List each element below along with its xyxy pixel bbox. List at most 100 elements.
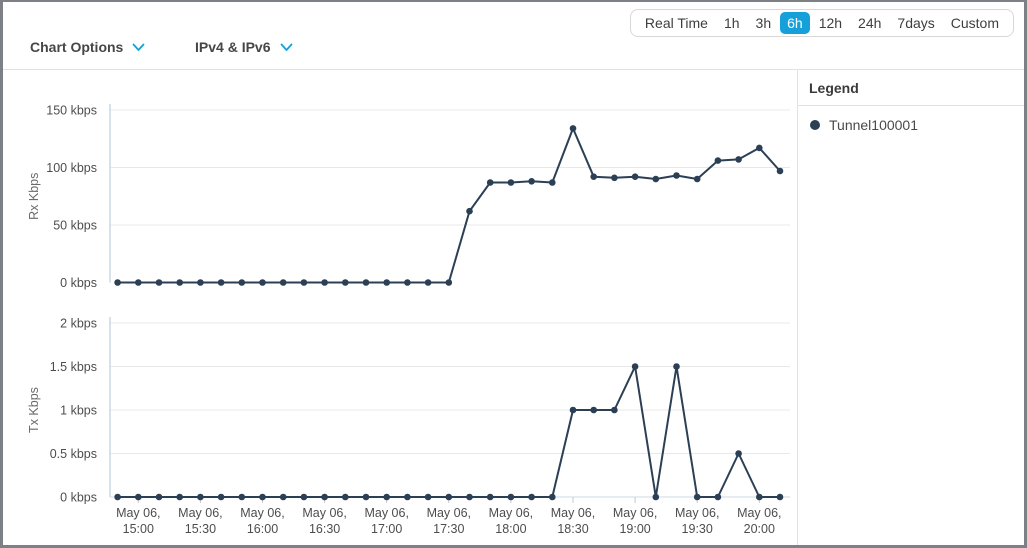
data-point [590,173,597,180]
x-tick-label: May 06, [178,506,222,520]
x-tick-label: 16:30 [309,522,340,536]
y-tick-label: 0 kbps [60,276,97,290]
ip-version-label: IPv4 & IPv6 [195,39,271,55]
time-range-12h[interactable]: 12h [812,12,849,34]
chart-toolbar: Real Time 1h 3h 6h 12h 24h 7days Custom Chart O… [3,2,1024,70]
data-point [176,493,183,501]
data-point [424,493,432,501]
y-tick-label: 1.5 kbps [50,360,97,374]
data-point [321,493,328,501]
time-range-6h[interactable]: 6h [780,12,810,34]
chart-options-dropdown[interactable]: Chart Options [30,39,145,55]
data-point [114,279,121,286]
data-point [279,279,287,286]
data-point [114,493,121,501]
data-point [197,279,204,286]
time-range-selector: Real Time 1h 3h 6h 12h 24h 7days Custom [629,9,1014,37]
x-tick-label: May 06, [364,506,408,520]
x-tick-label: 19:30 [682,522,713,536]
time-range-3h[interactable]: 3h [749,12,779,34]
data-point [673,363,680,370]
data-point [528,178,535,185]
x-tick-label: May 06, [737,506,781,520]
x-tick-label: 17:00 [371,522,402,536]
data-point [383,279,391,286]
time-range-7days[interactable]: 7days [890,12,941,34]
x-tick-label: 19:00 [619,522,650,536]
data-point [466,207,473,215]
data-point [776,493,784,501]
data-point [155,493,163,501]
rx-series-line [116,127,781,284]
data-point [486,179,494,186]
data-point [693,175,701,183]
x-tick-label: 20:00 [744,522,775,536]
legend-panel: Legend Tunnel100001 [797,70,1024,545]
time-range-real-time[interactable]: Real Time [638,12,715,34]
x-tick-label: 15:00 [123,522,154,536]
data-point [197,493,204,501]
legend-items: Tunnel100001 [798,106,1024,144]
data-point [238,493,246,501]
legend-title: Legend [798,70,1024,106]
y-tick-label: 150 kbps [46,104,97,118]
data-point [776,167,784,175]
data-point [445,279,453,286]
x-tick-label: May 06, [302,506,346,520]
x-tick-label: 16:00 [247,522,278,536]
data-point [652,493,660,501]
chart-options-label: Chart Options [30,39,124,55]
data-point [693,493,701,501]
y-axis-title: Rx Kbps [27,173,41,220]
x-tick-label: May 06, [551,506,595,520]
legend-item[interactable]: Tunnel100001 [798,106,1024,144]
data-point [507,493,515,501]
x-tick-label: May 06, [489,506,533,520]
x-tick-label: 15:30 [185,522,216,536]
data-point [466,493,473,501]
data-point [445,493,453,501]
data-point [507,179,515,186]
legend-item-label: Tunnel100001 [829,117,919,133]
data-point [321,279,328,286]
traffic-charts: 0 kbps 50 kbps 100 kbps 150 kbps Rx Kbps 0 kb… [27,104,790,536]
data-point [528,493,535,501]
x-tick-label: May 06, [116,506,160,520]
data-point [735,156,742,163]
data-point [259,493,266,501]
data-point [362,279,370,286]
x-tick-label: 18:00 [495,522,526,536]
data-point [279,493,287,501]
data-point [673,172,680,179]
y-tick-label: 1 kbps [60,404,97,418]
data-point [756,493,763,501]
time-range-1h[interactable]: 1h [717,12,747,34]
data-point [569,125,577,132]
time-range-24h[interactable]: 24h [851,12,888,34]
data-point [135,493,142,501]
time-range-custom[interactable]: Custom [944,12,1006,34]
y-tick-label: 50 kbps [53,219,97,233]
data-point [756,144,763,152]
data-point [714,157,722,164]
data-point [590,406,597,414]
x-tick-label: May 06, [613,506,657,520]
x-tick-label: May 06, [427,506,471,520]
tx-series-line [116,365,781,498]
y-tick-label: 0.5 kbps [50,447,97,461]
data-point [404,279,411,286]
data-point [135,279,142,286]
data-point [486,493,494,501]
tx-chart: 0 kbps 0.5 kbps 1 kbps 1.5 kbps 2 kbps Tx Kbp… [27,317,790,536]
data-point [362,493,370,501]
data-point [611,174,618,182]
data-point [383,493,391,501]
x-tick-label: May 06, [240,506,284,520]
x-tick-label: 18:30 [557,522,588,536]
data-point [404,493,411,501]
data-point [300,493,308,501]
ip-version-dropdown[interactable]: IPv4 & IPv6 [195,39,293,55]
y-tick-label: 0 kbps [60,491,97,505]
data-point [569,406,577,414]
y-tick-label: 100 kbps [46,161,97,175]
